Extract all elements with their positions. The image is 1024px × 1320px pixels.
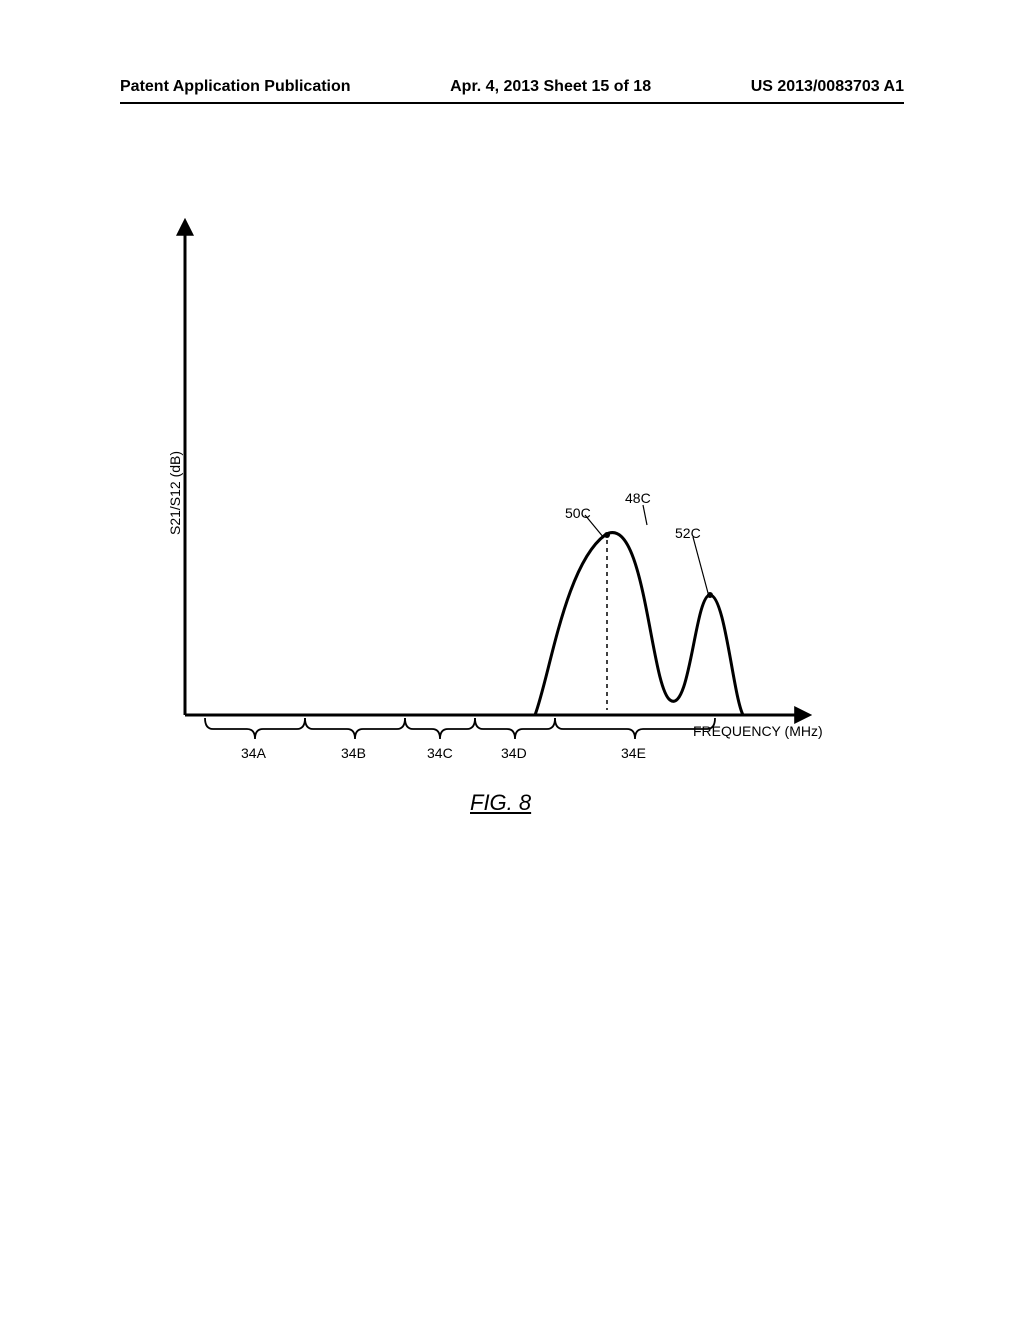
curve-label-50c: 50C	[565, 505, 591, 521]
brace-label-34b: 34B	[341, 745, 366, 761]
brace-label-34a: 34A	[241, 745, 266, 761]
header-left: Patent Application Publication	[120, 78, 351, 96]
x-axis-label: FREQUENCY (MHz)	[693, 723, 823, 739]
page-header: Patent Application Publication Apr. 4, 2…	[0, 78, 1024, 96]
figure-diagram: S21/S12 (dB) FREQUENCY (MHz) 34A 34B 34C…	[145, 215, 825, 775]
curve-label-52c: 52C	[675, 525, 701, 541]
curve-label-48c: 48C	[625, 490, 651, 506]
header-center: Apr. 4, 2013 Sheet 15 of 18	[450, 78, 651, 96]
brace-label-34e: 34E	[621, 745, 646, 761]
brace-label-34c: 34C	[427, 745, 453, 761]
header-rule	[120, 102, 904, 104]
figure-label: FIG. 8	[470, 790, 531, 816]
header-right: US 2013/0083703 A1	[751, 78, 904, 96]
diagram-svg	[145, 215, 825, 775]
brace-label-34d: 34D	[501, 745, 527, 761]
y-axis-label: S21/S12 (dB)	[167, 451, 183, 535]
